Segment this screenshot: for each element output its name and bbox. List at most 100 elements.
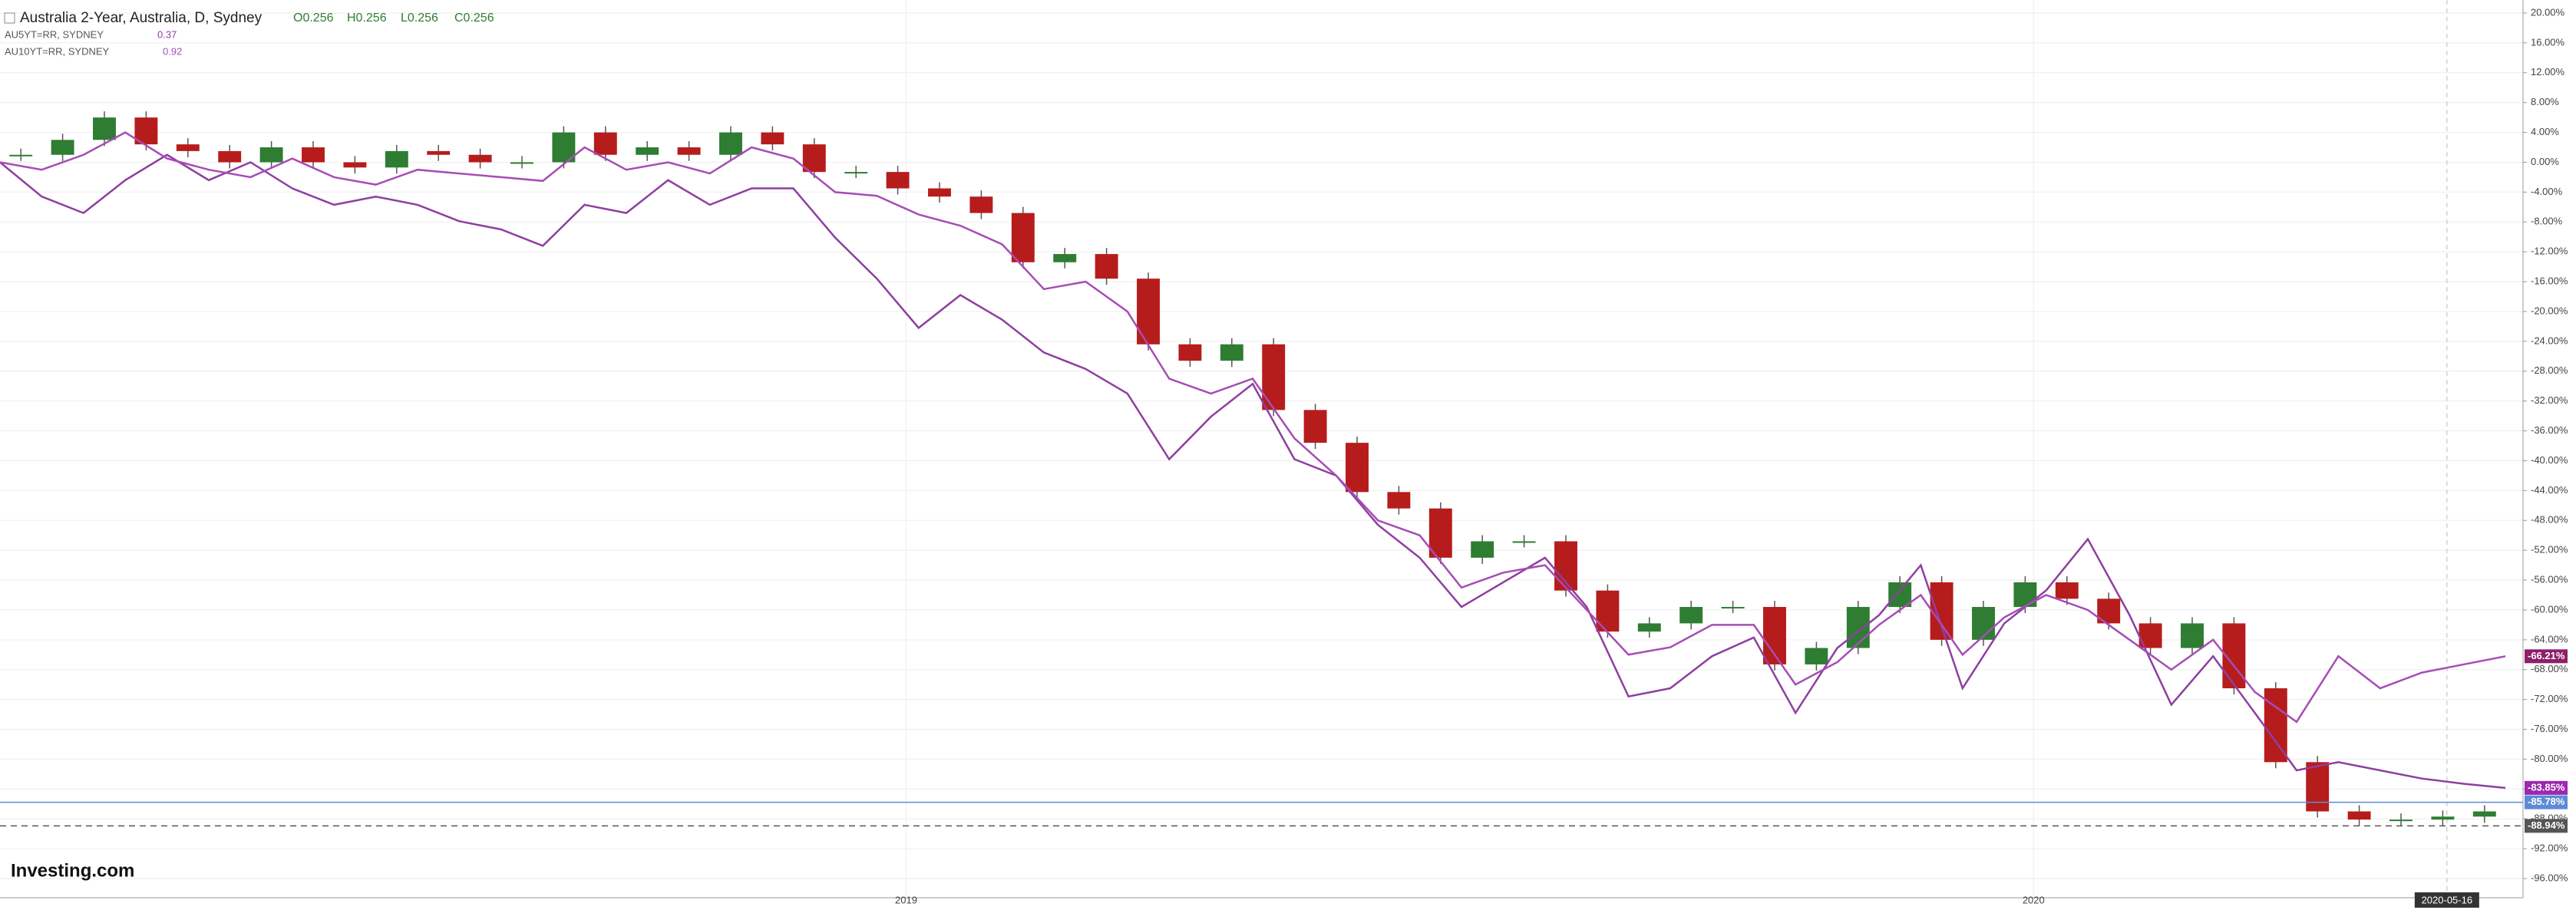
y-tick-label: -40.00% [2531, 454, 2568, 466]
candle-body [1387, 492, 1411, 509]
candle-body [93, 117, 116, 140]
candle-body [886, 172, 910, 189]
candle-body [468, 154, 492, 163]
y-tick-label: 8.00% [2531, 96, 2559, 107]
y-tick-label: -8.00% [2531, 216, 2563, 227]
y-tick-label: -28.00% [2531, 364, 2568, 376]
y-tick-label: -76.00% [2531, 723, 2568, 734]
candle-body [2306, 762, 2330, 812]
candle-body [1220, 344, 1243, 361]
candle-body [677, 147, 701, 155]
price-badge-label: -88.94% [2528, 819, 2565, 831]
price-badge [2525, 795, 2568, 809]
ohlc-low: L0.256 [401, 12, 438, 25]
candle-body [1846, 607, 1870, 648]
x-tick-label: 2020 [2023, 894, 2045, 905]
y-tick-label: -92.00% [2531, 842, 2568, 854]
candle-body [218, 150, 242, 163]
candle-body [1721, 607, 1745, 609]
y-tick-label: -52.00% [2531, 544, 2568, 556]
candle-body [761, 132, 784, 145]
candle-body [2389, 819, 2413, 822]
y-tick-label: 4.00% [2531, 126, 2559, 137]
candle-body [2472, 811, 2496, 817]
chart-title: Australia 2-Year, Australia, D, Sydney [20, 10, 263, 26]
candle-body [1637, 623, 1661, 632]
candle-body [2055, 582, 2079, 599]
y-tick-label: 0.00% [2531, 156, 2559, 167]
y-tick-label: 16.00% [2531, 36, 2565, 48]
y-tick-label: 12.00% [2531, 66, 2565, 77]
y-tick-label: -12.00% [2531, 246, 2568, 257]
y-tick-label: -72.00% [2531, 693, 2568, 704]
price-badge-label: -66.21% [2528, 650, 2565, 661]
y-tick-label: -24.00% [2531, 335, 2568, 346]
candle-body [1471, 541, 1494, 558]
price-badge [2525, 649, 2568, 664]
y-tick-label: -64.00% [2531, 633, 2568, 645]
y-tick-label: -60.00% [2531, 603, 2568, 615]
candle-body [1930, 582, 1953, 640]
y-tick-label: 20.00% [2531, 6, 2565, 18]
logo: Investing.com [11, 860, 134, 881]
candle-body [719, 132, 742, 155]
price-badge-label: -83.85% [2528, 781, 2565, 793]
candle-body [176, 144, 200, 151]
ohlc-open: O0.256 [293, 12, 334, 25]
candle-body [2181, 623, 2204, 648]
y-tick-label: -48.00% [2531, 514, 2568, 526]
y-tick-label: -44.00% [2531, 484, 2568, 496]
price-badge [2525, 819, 2568, 833]
legend-value: 0.92 [163, 45, 182, 57]
candle-body [844, 172, 868, 174]
candle-body [1679, 607, 1703, 624]
candle-body [1888, 582, 1912, 608]
candle-body [1137, 279, 1160, 345]
candle-body [427, 150, 451, 155]
ohlc-close: C0.256 [454, 12, 494, 25]
candle-body [1972, 607, 1995, 640]
candle-body [2013, 582, 2037, 608]
candle-body [302, 147, 325, 163]
y-tick-label: -80.00% [2531, 753, 2568, 764]
y-tick-label: -68.00% [2531, 663, 2568, 674]
x-tick-label: 2019 [895, 894, 917, 905]
candle-body [385, 150, 408, 168]
candle-body [1346, 443, 1369, 493]
candle-body [1011, 213, 1035, 262]
price-badge-label: -85.78% [2528, 796, 2565, 807]
legend-label: AU10YT=RR, SYDNEY [5, 45, 110, 57]
y-tick-label: -16.00% [2531, 275, 2568, 287]
candle-body [510, 162, 533, 164]
candle-body [1262, 344, 1286, 410]
candle-body [1178, 344, 1202, 361]
candle-body [802, 144, 826, 173]
y-tick-label: -56.00% [2531, 573, 2568, 585]
candle-body [9, 154, 33, 157]
y-tick-label: -36.00% [2531, 424, 2568, 436]
candle-body [1805, 648, 1828, 664]
plot [0, 111, 2523, 827]
x-tick-label: 2020-05-16 [2422, 894, 2473, 905]
candle-body [593, 132, 617, 155]
price-badge [2525, 780, 2568, 795]
candle-body [343, 162, 367, 168]
candle-body [1303, 410, 1327, 443]
candle-body [1596, 590, 1620, 632]
x-tick-highlight [2414, 892, 2479, 908]
y-tick-label: -20.00% [2531, 305, 2568, 316]
candle-body [2347, 811, 2371, 820]
y-tick-label: -4.00% [2531, 186, 2563, 197]
series-line [0, 131, 2506, 724]
ohlc-high: H0.256 [347, 12, 387, 25]
candle-body [259, 147, 283, 163]
legend-value: 0.37 [157, 28, 177, 40]
candle-body [1053, 254, 1077, 262]
candle-body [1428, 508, 1452, 558]
legend-label: AU5YT=RR, SYDNEY [5, 28, 104, 40]
candle-body [1512, 541, 1536, 543]
series-line [0, 153, 2506, 790]
collapse-icon[interactable] [4, 12, 15, 24]
